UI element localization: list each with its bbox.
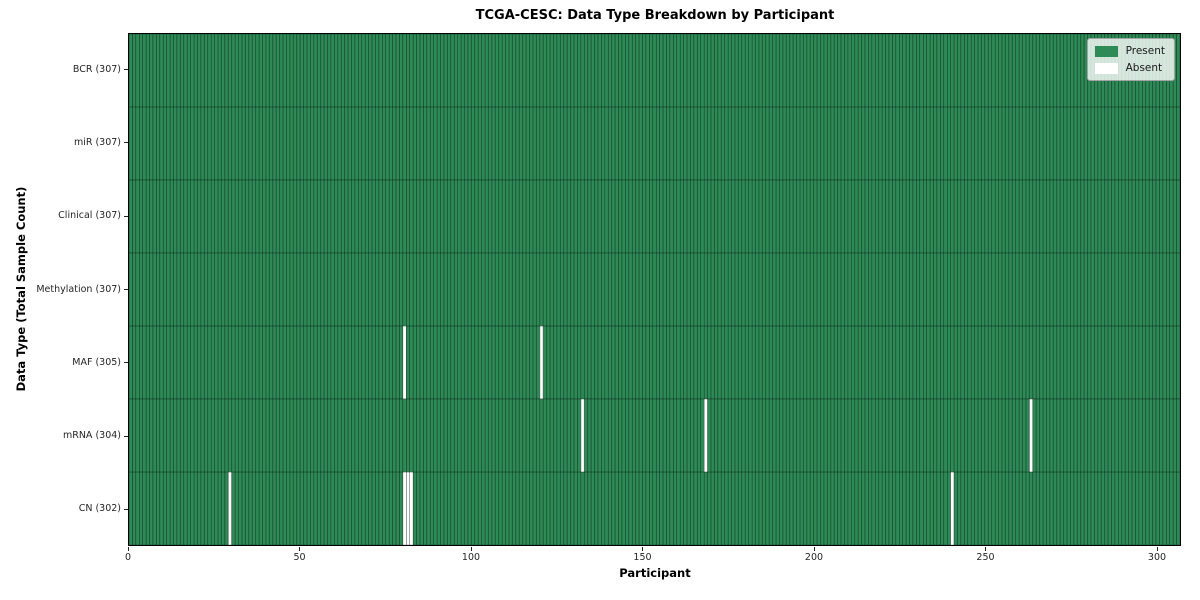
legend-item-absent: Absent xyxy=(1094,62,1165,74)
x-tick-mark xyxy=(1156,547,1158,551)
x-tick-label: 150 xyxy=(633,552,652,563)
x-axis-label: Participant xyxy=(619,566,691,580)
x-tick-label: 300 xyxy=(1147,552,1167,563)
y-tick-label: Methylation (307) xyxy=(36,283,121,295)
y-tick-label: mRNA (304) xyxy=(62,430,121,442)
y-tick-mark xyxy=(124,215,128,217)
y-tick-label: MAF (305) xyxy=(72,356,121,368)
x-tick-mark xyxy=(813,547,815,551)
x-tick-mark xyxy=(470,547,472,551)
y-tick-mark xyxy=(124,362,128,364)
x-tick-mark xyxy=(985,547,987,551)
heatmap-canvas xyxy=(129,34,1180,545)
x-tick-label: 50 xyxy=(293,552,306,563)
y-tick-mark xyxy=(124,508,128,510)
y-tick-mark xyxy=(124,69,128,71)
x-tick-label: 200 xyxy=(804,552,824,563)
y-tick-label: miR (307) xyxy=(73,136,121,148)
legend-label-absent: Absent xyxy=(1125,62,1163,74)
x-tick-label: 250 xyxy=(976,552,995,563)
x-tick-label: 0 xyxy=(124,552,132,563)
x-tick-mark xyxy=(299,547,301,551)
chart-title: TCGA-CESC: Data Type Breakdown by Partic… xyxy=(475,8,835,23)
absent-swatch xyxy=(1094,62,1118,74)
y-tick-label: CN (302) xyxy=(78,503,121,515)
y-tick-mark xyxy=(124,142,128,144)
y-tick-mark xyxy=(124,289,128,290)
y-tick-mark xyxy=(124,435,128,437)
x-tick-mark xyxy=(128,547,129,551)
present-swatch xyxy=(1094,45,1118,57)
x-tick-label: 100 xyxy=(461,552,481,563)
y-tick-label: BCR (307) xyxy=(72,63,121,75)
legend-label-present: Present xyxy=(1125,45,1165,57)
legend: Present Absent xyxy=(1086,38,1175,81)
x-tick-mark xyxy=(642,547,644,551)
legend-item-present: Present xyxy=(1094,45,1165,57)
plot-area: Present Absent xyxy=(128,33,1181,546)
y-tick-label: Clinical (307) xyxy=(58,210,121,222)
